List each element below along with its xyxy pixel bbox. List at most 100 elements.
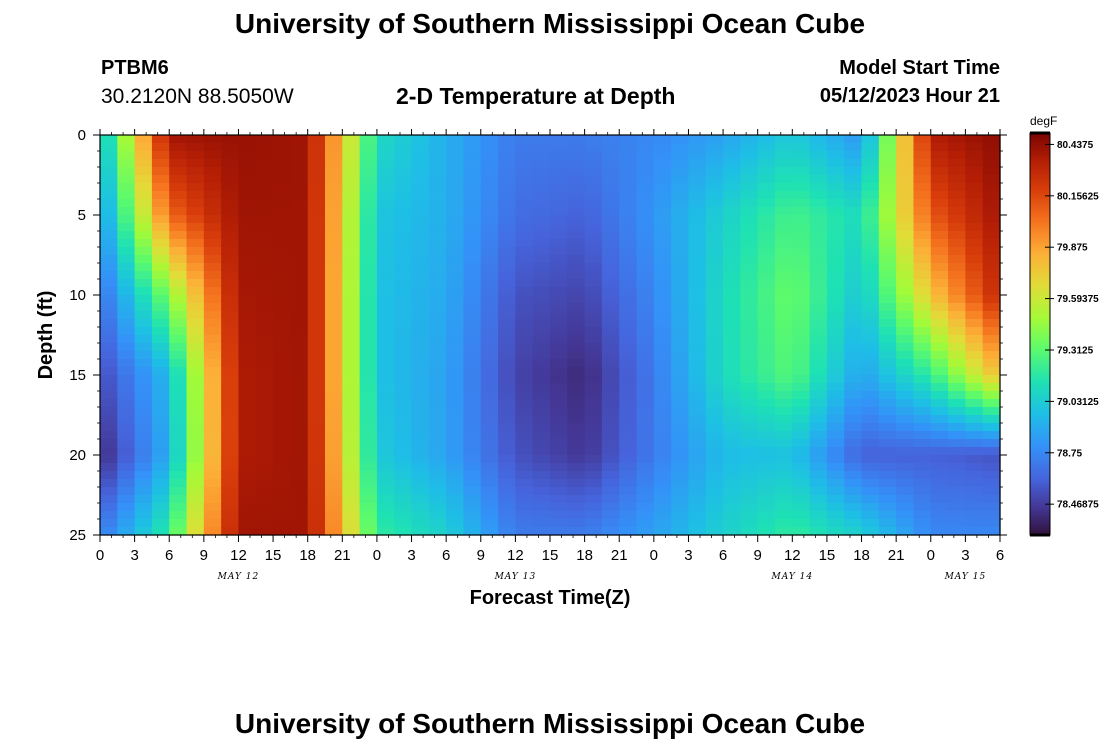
heatmap-cell xyxy=(601,471,620,480)
heatmap-cell xyxy=(307,375,326,384)
heatmap-cell xyxy=(653,391,672,400)
heatmap-cell xyxy=(619,319,638,328)
heatmap-cell xyxy=(653,463,672,472)
heatmap-cell xyxy=(273,231,291,240)
heatmap-cell xyxy=(671,287,690,296)
heatmap-cell xyxy=(757,423,776,432)
heatmap-cell xyxy=(480,247,499,256)
heatmap-cell xyxy=(359,263,378,272)
heatmap-cell xyxy=(169,231,188,240)
y-tick-label: 20 xyxy=(69,447,86,464)
heatmap-cell xyxy=(896,527,915,536)
heatmap-cell xyxy=(878,231,897,240)
heatmap-cell xyxy=(359,503,378,512)
heatmap-cell xyxy=(792,423,811,432)
heatmap-cell xyxy=(930,375,949,384)
heatmap-cell xyxy=(775,391,793,400)
heatmap-cell xyxy=(376,207,395,216)
heatmap-cell xyxy=(965,327,984,336)
heatmap-cell xyxy=(515,255,534,264)
heatmap-cell xyxy=(325,207,343,216)
heatmap-cell xyxy=(221,343,240,352)
heatmap-cell xyxy=(446,343,465,352)
heatmap-cell xyxy=(446,151,465,160)
heatmap-cell xyxy=(705,351,724,360)
heatmap-cell xyxy=(290,167,309,176)
heatmap-cell xyxy=(376,215,395,224)
heatmap-cell xyxy=(532,159,551,168)
heatmap-cell xyxy=(826,167,845,176)
heatmap-cell xyxy=(930,527,949,536)
heatmap-cell xyxy=(255,143,274,152)
heatmap-cell xyxy=(532,191,551,200)
heatmap-cell xyxy=(982,295,1001,304)
heatmap-cell xyxy=(498,431,516,440)
heatmap-cell xyxy=(307,511,326,520)
heatmap-cell xyxy=(844,447,863,456)
heatmap-cell xyxy=(515,423,534,432)
heatmap-cell xyxy=(861,335,880,344)
heatmap-cell xyxy=(671,279,690,288)
heatmap-cell xyxy=(965,271,984,280)
heatmap-cell xyxy=(411,367,430,376)
heatmap-cell xyxy=(480,431,499,440)
heatmap-cell xyxy=(411,327,430,336)
heatmap-cell xyxy=(636,383,655,392)
heatmap-cell xyxy=(411,287,430,296)
heatmap-cell xyxy=(307,423,326,432)
heatmap-cell xyxy=(515,327,534,336)
x-tick-label: 9 xyxy=(200,547,208,564)
heatmap-cell xyxy=(307,271,326,280)
heatmap-cell xyxy=(134,319,153,328)
heatmap-cell xyxy=(619,255,638,264)
heatmap-cell xyxy=(359,143,378,152)
heatmap-cell xyxy=(186,175,205,184)
heatmap-cell xyxy=(896,423,915,432)
heatmap-cell xyxy=(169,407,188,416)
heatmap-cell xyxy=(134,199,153,208)
heatmap-cell xyxy=(134,311,153,320)
heatmap-cell xyxy=(584,311,603,320)
heatmap-cell xyxy=(705,511,724,520)
heatmap-cell xyxy=(792,503,811,512)
heatmap-cell xyxy=(325,367,343,376)
heatmap-cell xyxy=(463,231,482,240)
heatmap-cell xyxy=(169,247,188,256)
heatmap-cell xyxy=(325,327,343,336)
x-tick-label: 12 xyxy=(230,547,247,564)
heatmap-cell xyxy=(151,495,170,504)
heatmap-cell xyxy=(913,303,932,312)
heatmap-cell xyxy=(394,439,413,448)
heatmap-cell xyxy=(394,295,413,304)
heatmap-cell xyxy=(913,519,932,528)
heatmap-cell xyxy=(394,343,413,352)
heatmap-cell xyxy=(688,367,707,376)
heatmap-cell xyxy=(117,311,136,320)
heatmap-cell xyxy=(255,207,274,216)
heatmap-cell xyxy=(896,383,915,392)
heatmap-cell xyxy=(532,463,551,472)
heatmap-cell xyxy=(740,367,759,376)
heatmap-cell xyxy=(809,503,828,512)
heatmap-cell xyxy=(238,295,257,304)
heatmap-cell xyxy=(515,447,534,456)
heatmap-cell xyxy=(134,351,153,360)
heatmap-cell xyxy=(688,143,707,152)
heatmap-cell xyxy=(636,487,655,496)
heatmap-cell xyxy=(601,175,620,184)
heatmap-cell xyxy=(653,199,672,208)
heatmap-cell xyxy=(394,495,413,504)
heatmap-cell xyxy=(255,383,274,392)
heatmap-cell xyxy=(498,487,516,496)
page-title: University of Southern Mississippi Ocean… xyxy=(234,8,866,39)
heatmap-cell xyxy=(255,471,274,480)
heatmap-cell xyxy=(878,447,897,456)
heatmap-cell xyxy=(151,207,170,216)
heatmap-cell xyxy=(532,431,551,440)
heatmap-cell xyxy=(913,239,932,248)
heatmap-cell xyxy=(376,471,395,480)
heatmap-cell xyxy=(550,199,568,208)
heatmap-cell xyxy=(255,511,274,520)
heatmap-cell xyxy=(809,479,828,488)
heatmap-cell xyxy=(688,519,707,528)
